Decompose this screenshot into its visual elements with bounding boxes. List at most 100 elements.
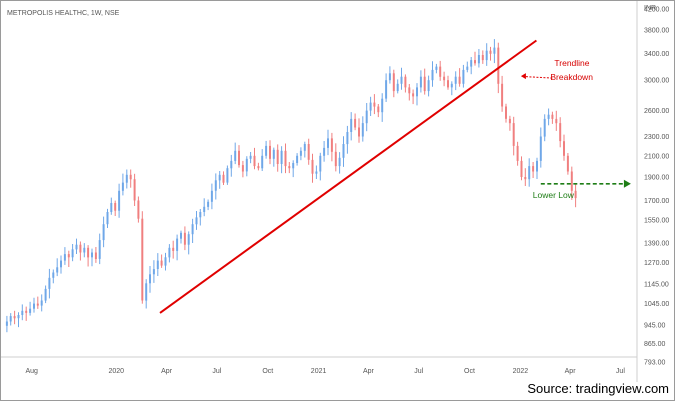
candle-body [570, 171, 573, 191]
candle [477, 49, 480, 68]
y-axis-ticks: 4200.00 3800.00 3400.00 3000.00 2600.00 2300.… [644, 7, 669, 367]
candle-body [327, 138, 329, 148]
candle-body [547, 114, 550, 119]
candle [489, 46, 492, 61]
candle [241, 160, 244, 178]
candle [265, 140, 268, 159]
candle [261, 149, 264, 171]
candle [551, 111, 554, 124]
candle-body [512, 123, 515, 146]
candle [33, 297, 35, 313]
candle [36, 296, 39, 309]
candle-body [226, 168, 229, 183]
candle-body [33, 303, 35, 309]
candle [106, 208, 109, 228]
candle [423, 68, 426, 95]
candle [164, 252, 167, 271]
breakdown-arrow-line [524, 76, 553, 79]
candle [454, 71, 457, 91]
breakdown-arrow-head [520, 73, 526, 80]
candle-body [501, 83, 504, 107]
candle [450, 81, 453, 96]
candle-body [323, 147, 326, 156]
candle [520, 156, 523, 181]
candle [404, 74, 407, 93]
x-tick-label: Apr [161, 368, 173, 375]
candle [327, 129, 329, 156]
candle [361, 116, 364, 142]
candle [528, 158, 531, 187]
candle [63, 247, 66, 265]
candle-body [63, 254, 66, 261]
candle [559, 117, 562, 148]
candle-body [44, 288, 47, 301]
candle [470, 57, 473, 75]
y-tick-label: 1700.00 [644, 198, 669, 205]
candle [427, 75, 430, 97]
candle [44, 285, 47, 304]
candle-body [52, 272, 55, 278]
candle [365, 103, 368, 132]
candle [392, 69, 395, 98]
candle-body [210, 190, 213, 202]
y-tick-label: 1390.00 [644, 241, 669, 248]
candle-body [338, 157, 341, 167]
candle-body [439, 66, 442, 77]
candle [354, 113, 357, 131]
candle [462, 64, 465, 88]
candle-body [269, 145, 271, 159]
candle-body [528, 166, 531, 180]
candle [195, 211, 198, 230]
candle [137, 196, 140, 223]
x-tick-label: Apr [363, 368, 375, 375]
candle-body [462, 69, 465, 84]
y-tick-label: 1550.00 [644, 218, 669, 225]
candle-body [145, 283, 148, 301]
candle-body [203, 206, 206, 212]
candle-body [56, 267, 59, 273]
candle [481, 50, 484, 64]
candle [447, 75, 449, 90]
x-tick-label: Jul [414, 368, 423, 375]
annotation-lower-low: Lower Low [533, 190, 575, 200]
candle-body [191, 224, 194, 235]
candle [249, 152, 252, 164]
candle [547, 108, 550, 126]
candle [172, 240, 175, 259]
candle [319, 152, 322, 181]
candle-body [21, 310, 24, 315]
candle-body [385, 80, 388, 99]
candle [388, 66, 391, 84]
candle [280, 146, 283, 174]
candle [114, 200, 117, 216]
candle [466, 61, 469, 73]
candle-body [346, 132, 349, 145]
candle [87, 245, 90, 267]
y-tick-label: 2600.00 [644, 108, 669, 115]
candle-body [485, 50, 488, 61]
candle [210, 183, 213, 210]
candle-body [5, 321, 8, 326]
candle [191, 218, 194, 243]
candle-body [450, 83, 453, 88]
candle-body [474, 60, 476, 64]
candle [168, 244, 171, 263]
y-tick-label: 1145.00 [644, 282, 669, 289]
candle-body [164, 257, 167, 266]
candle-body [141, 218, 144, 301]
candle [350, 112, 353, 141]
candle-body [427, 80, 430, 92]
candle [218, 171, 221, 189]
candle [48, 268, 51, 299]
candle-body [195, 217, 198, 225]
plot-area [1, 1, 637, 382]
candle [230, 154, 233, 177]
candle-body [222, 174, 225, 183]
candle [536, 157, 538, 179]
candle [13, 310, 16, 325]
candle-body [466, 66, 469, 70]
candle [508, 115, 511, 131]
candle [330, 132, 333, 162]
candle-body [288, 166, 291, 169]
candle [563, 134, 565, 161]
